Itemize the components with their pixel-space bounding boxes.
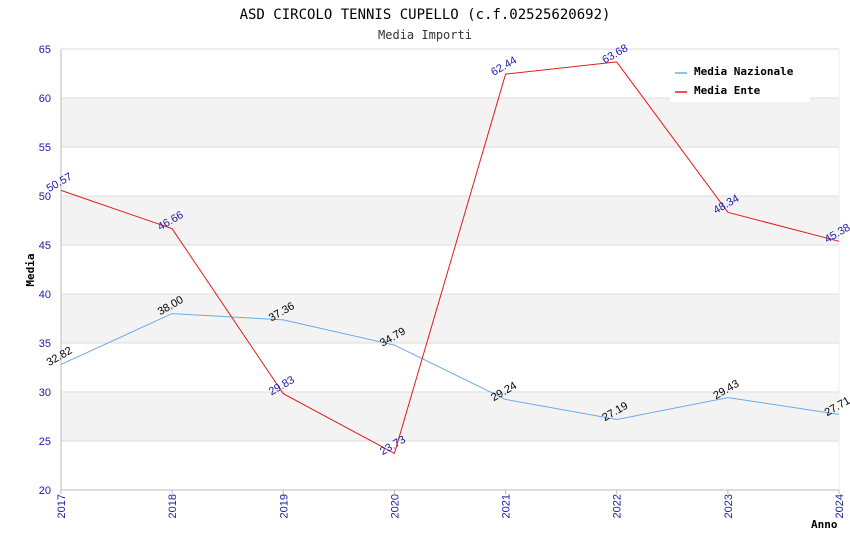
y-tick-label: 65	[39, 44, 51, 56]
axes	[60, 49, 840, 494]
x-tick-label: 2020	[389, 494, 401, 518]
grid-bands	[61, 98, 839, 441]
data-label: 63.68	[600, 42, 630, 66]
y-tick-label: 20	[39, 485, 51, 497]
x-tick-label: 2023	[723, 494, 735, 518]
legend-box	[670, 58, 810, 102]
y-tick-label: 30	[39, 387, 51, 399]
x-tick-label: 2019	[278, 494, 290, 518]
x-tick-label: 2017	[56, 494, 68, 518]
y-axis-label: Media	[24, 253, 37, 286]
x-tick-labels: 2017 2018 2019 2020 2021 2022 2023 2024	[56, 494, 846, 518]
chart-title: ASD CIRCOLO TENNIS CUPELLO (c.f.02525620…	[240, 7, 611, 23]
chart-subtitle: Media Importi	[378, 28, 472, 42]
grid-band	[61, 98, 839, 147]
series-line-media-ente	[60, 61, 840, 455]
x-tick-label: 2022	[612, 494, 624, 518]
y-tick-label: 55	[39, 142, 51, 154]
y-tick-label: 25	[39, 436, 51, 448]
y-tick-label: 50	[39, 191, 51, 203]
y-tick-label: 45	[39, 240, 51, 252]
legend-label-media-ente: Media Ente	[694, 84, 761, 97]
y-tick-labels: 20 25 30 35 40 45 50 55 60 65	[39, 44, 51, 497]
y-tick-label: 40	[39, 289, 51, 301]
data-label: 50.57	[45, 171, 75, 195]
x-tick-label: 2024	[834, 494, 846, 518]
legend: Media Nazionale Media Ente	[670, 58, 810, 102]
series-line-media-nazionale	[60, 313, 840, 421]
legend-label-media-nazionale: Media Nazionale	[694, 65, 794, 78]
series-lines	[60, 61, 840, 455]
y-tick-label: 60	[39, 93, 51, 105]
grid-band	[61, 294, 839, 343]
x-tick-label: 2021	[501, 494, 513, 518]
x-tick-label: 2018	[167, 494, 179, 518]
x-axis-label: Anno	[811, 518, 838, 531]
data-label: 62.44	[489, 54, 519, 78]
y-tick-label: 35	[39, 338, 51, 350]
grid-band	[61, 392, 839, 441]
grid-band	[61, 196, 839, 245]
